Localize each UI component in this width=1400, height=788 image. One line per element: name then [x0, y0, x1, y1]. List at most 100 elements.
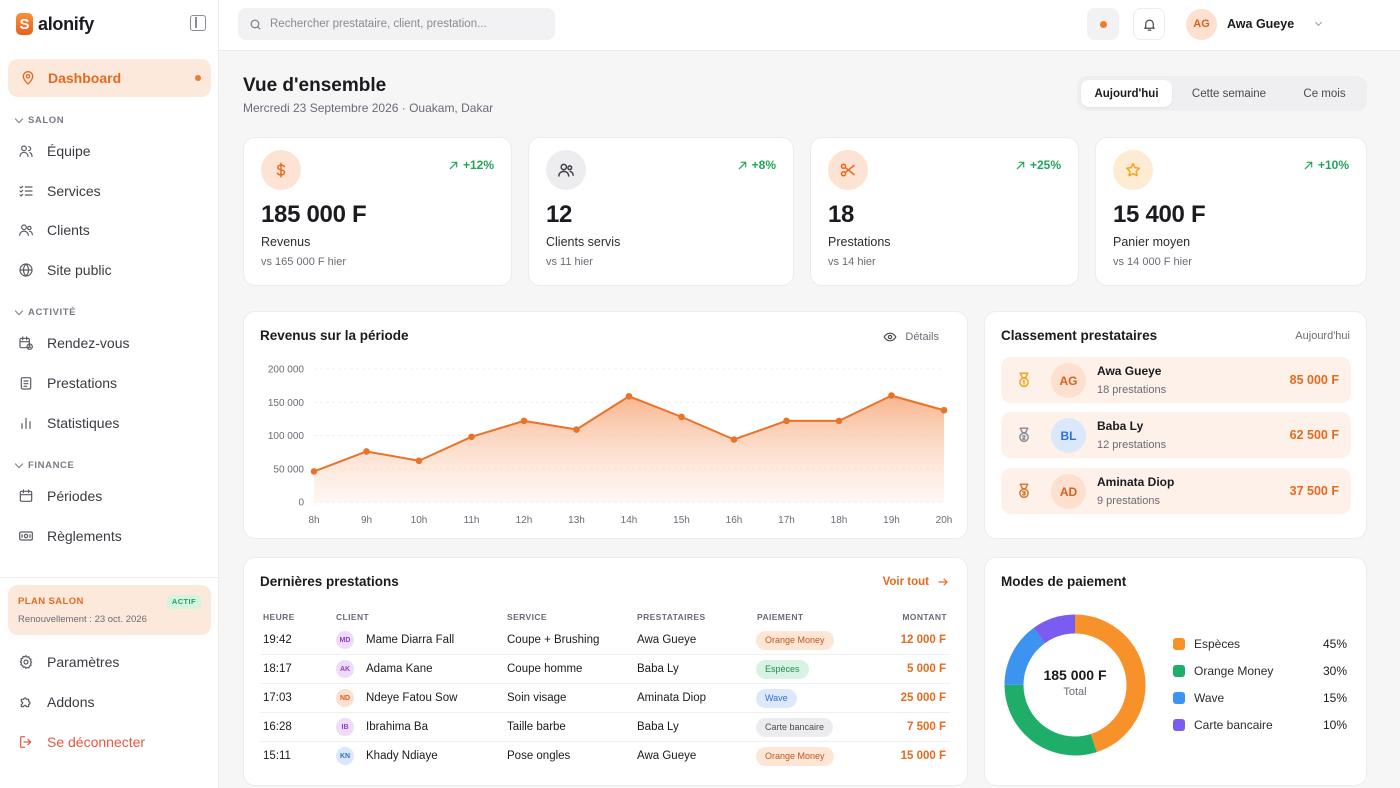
- sidebar-item-services[interactable]: Services: [18, 179, 101, 203]
- period-tab-today[interactable]: Aujourd'hui: [1081, 80, 1172, 107]
- ranking-row[interactable]: AD Aminata Diop 9 prestations 37 500 F: [1001, 468, 1351, 514]
- provider-count: 9 prestations: [1097, 495, 1160, 507]
- provider-name: Aminata Diop: [1097, 475, 1175, 489]
- globe-icon: [19, 263, 33, 277]
- data-point[interactable]: [940, 406, 948, 414]
- ranking-row[interactable]: AG Awa Gueye 18 prestations 85 000 F: [1001, 357, 1351, 403]
- data-point[interactable]: [783, 417, 790, 425]
- payment-badge: Carte bancaire: [756, 718, 834, 737]
- column-header-amount: MONTANT: [902, 612, 947, 622]
- list-check-icon: [19, 185, 33, 197]
- recent-services-card: Dernières prestations Voir tout HEURE CL…: [243, 557, 968, 786]
- data-point[interactable]: [363, 448, 370, 455]
- chevron-down-icon: [14, 306, 24, 316]
- sidebar-item-dashboard[interactable]: Dashboard: [8, 59, 211, 97]
- stat-card-panier[interactable]: +10% 15 400 F Panier moyen vs 14 000 F h…: [1095, 137, 1367, 286]
- table-row[interactable]: 15:11 KN Khady Ndiaye Pose ongles Awa Gu…: [260, 742, 950, 771]
- brand-logo[interactable]: S alonify: [16, 12, 94, 36]
- sidebar-item-parametres[interactable]: Paramètres: [18, 650, 119, 674]
- data-point[interactable]: [520, 417, 528, 425]
- details-label: Détails: [905, 331, 939, 343]
- search-icon: [250, 19, 261, 29]
- table-row[interactable]: 16:28 IB Ibrahima Ba Taille barbe Baba L…: [260, 713, 950, 742]
- x-tick-label: 10h: [411, 515, 428, 526]
- user-menu[interactable]: AG Awa Gueye: [1186, 8, 1323, 40]
- search-box[interactable]: [238, 8, 555, 40]
- card-title: Classement prestataires: [1001, 328, 1158, 343]
- section-title-finance[interactable]: FINANCE: [14, 459, 75, 471]
- sidebar-item-rendez-vous[interactable]: Rendez-vous: [18, 331, 130, 355]
- sidebar-item-statistiques[interactable]: Statistiques: [18, 411, 119, 435]
- logout-button[interactable]: Se déconnecter: [18, 730, 145, 754]
- stat-card-clients[interactable]: +8% 12 Clients servis vs 11 hier: [528, 137, 794, 286]
- data-point[interactable]: [573, 426, 580, 433]
- y-tick-label: 0: [298, 498, 304, 509]
- sidebar-collapse-icon[interactable]: [190, 15, 206, 31]
- status-button[interactable]: [1087, 8, 1119, 40]
- sidebar-item-label: Équipe: [47, 143, 91, 159]
- page-subtitle: Mercredi 23 Septembre 2026 · Ouakam, Dak…: [243, 101, 494, 115]
- plan-title: PLAN SALON: [18, 596, 84, 607]
- stat-value: 185 000 F: [261, 201, 367, 228]
- logout-icon: [20, 736, 32, 748]
- sidebar-item-addons[interactable]: Addons: [18, 690, 94, 714]
- plan-status-badge: ACTIF: [166, 595, 201, 609]
- sidebar-item-label: Prestations: [47, 375, 118, 391]
- x-tick-label: 19h: [883, 515, 900, 526]
- payment-badge: Espèces: [756, 660, 809, 679]
- section-title-salon[interactable]: SALON: [14, 114, 64, 126]
- data-point[interactable]: [835, 417, 843, 425]
- data-point[interactable]: [310, 468, 318, 475]
- sidebar-item-prestations[interactable]: Prestations: [18, 371, 117, 395]
- ranking-row[interactable]: BL Baba Ly 12 prestations 62 500 F: [1001, 412, 1351, 458]
- table-row[interactable]: 18:17 AK Adama Kane Coupe homme Baba Ly …: [260, 655, 950, 684]
- see-all-link[interactable]: Voir tout: [883, 576, 949, 588]
- period-selector: Aujourd'hui Cette semaine Ce mois: [1077, 76, 1367, 111]
- sidebar-item-periodes[interactable]: Périodes: [18, 484, 102, 508]
- x-tick-label: 8h: [308, 515, 319, 526]
- sidebar-item-clients[interactable]: Clients: [18, 218, 90, 242]
- details-button[interactable]: Détails: [883, 330, 939, 344]
- stat-card-prestations[interactable]: +25% 18 Prestations vs 14 hier: [810, 137, 1079, 286]
- notifications-button[interactable]: [1133, 8, 1165, 40]
- avatar: IB: [336, 718, 354, 736]
- cell-client: Ibrahima Ba: [366, 721, 429, 733]
- search-input[interactable]: [270, 18, 530, 30]
- data-point[interactable]: [415, 457, 423, 465]
- sidebar-item-site-public[interactable]: Site public: [18, 258, 112, 282]
- map-pin-icon: [22, 71, 34, 85]
- data-point[interactable]: [730, 436, 738, 443]
- chevron-down-icon: [14, 459, 24, 469]
- table-row[interactable]: 19:42 MD Mame Diarra Fall Coupe + Brushi…: [260, 626, 950, 655]
- avatar: AG: [1186, 8, 1217, 40]
- donut-total-label: Total: [1063, 686, 1087, 698]
- data-point[interactable]: [888, 392, 895, 399]
- avatar: KN: [336, 747, 354, 765]
- stat-card-revenus[interactable]: +12% 185 000 F Revenus vs 165 000 F hier: [243, 137, 512, 286]
- stat-icon-wrap: [1113, 150, 1153, 190]
- sidebar-item-label: Dashboard: [48, 70, 122, 86]
- chevron-down-icon: [14, 114, 24, 124]
- x-tick-label: 20h: [936, 515, 953, 526]
- donut-segment[interactable]: [1004, 614, 1146, 756]
- period-tab-week[interactable]: Cette semaine: [1191, 87, 1267, 100]
- card-title: Modes de paiement: [1001, 574, 1127, 589]
- sidebar-item-equipe[interactable]: Équipe: [18, 139, 91, 163]
- donut-segment[interactable]: [1004, 614, 1146, 756]
- table-row[interactable]: 17:03 ND Ndeye Fatou Sow Soin visage Ami…: [260, 684, 950, 713]
- topbar: AG Awa Gueye: [219, 0, 1400, 51]
- plan-card[interactable]: PLAN SALON ACTIF Renouvellement : 23 oct…: [8, 585, 211, 635]
- period-tab-month[interactable]: Ce mois: [1303, 87, 1346, 100]
- eye-icon: [883, 332, 897, 342]
- sidebar-item-reglements[interactable]: Règlements: [18, 524, 122, 548]
- section-label: FINANCE: [28, 460, 75, 471]
- stat-compare: vs 14 hier: [828, 256, 876, 268]
- status-dot-icon: [1099, 20, 1107, 28]
- data-point[interactable]: [468, 433, 475, 441]
- data-point[interactable]: [625, 392, 633, 400]
- section-title-activite[interactable]: ACTIVITÉ: [14, 306, 76, 318]
- cell-provider: Awa Gueye: [637, 750, 697, 762]
- data-point[interactable]: [678, 413, 685, 421]
- trend-up-icon: [1304, 161, 1313, 169]
- provider-amount: 37 500 F: [1289, 484, 1339, 498]
